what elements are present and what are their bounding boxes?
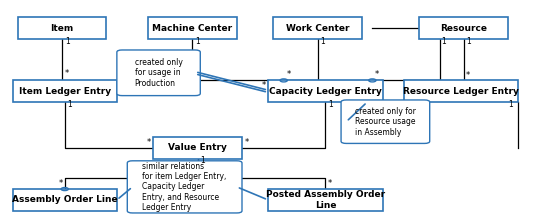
Text: *: *	[59, 179, 63, 188]
FancyBboxPatch shape	[148, 17, 237, 39]
FancyBboxPatch shape	[419, 17, 508, 39]
Text: 1: 1	[64, 37, 69, 46]
Text: *: *	[286, 70, 290, 79]
Text: *: *	[328, 179, 332, 188]
Text: 1: 1	[508, 100, 513, 109]
Text: *: *	[375, 70, 379, 79]
FancyBboxPatch shape	[403, 80, 518, 102]
FancyBboxPatch shape	[268, 80, 383, 102]
Text: 1: 1	[466, 37, 471, 46]
Text: Resource: Resource	[440, 24, 487, 33]
Text: *: *	[466, 71, 471, 80]
Text: Capacity Ledger Entry: Capacity Ledger Entry	[269, 87, 382, 96]
Text: Assembly Order Line: Assembly Order Line	[12, 195, 118, 204]
FancyBboxPatch shape	[117, 50, 200, 96]
Text: similar relations
for item Ledger Entry,
Capacity Ledger
Entry, and Resource
Led: similar relations for item Ledger Entry,…	[142, 162, 227, 212]
Text: *: *	[245, 138, 249, 147]
Text: Work Center: Work Center	[286, 24, 349, 33]
Text: 1: 1	[195, 37, 200, 46]
FancyBboxPatch shape	[341, 100, 430, 143]
Text: Item: Item	[51, 24, 74, 33]
FancyBboxPatch shape	[268, 189, 383, 211]
Text: 1: 1	[67, 100, 72, 109]
Text: 1: 1	[328, 100, 333, 109]
Text: created only for
Resource usage
in Assembly: created only for Resource usage in Assem…	[355, 107, 416, 137]
Text: 1: 1	[320, 37, 325, 46]
Text: Machine Center: Machine Center	[152, 24, 232, 33]
Text: 1: 1	[442, 37, 447, 46]
FancyBboxPatch shape	[18, 17, 107, 39]
FancyBboxPatch shape	[13, 189, 117, 211]
Text: created only
for usage in
Production: created only for usage in Production	[135, 58, 182, 88]
Text: Value Entry: Value Entry	[168, 143, 227, 152]
FancyBboxPatch shape	[127, 161, 242, 213]
Text: *: *	[262, 81, 266, 90]
Text: Resource Ledger Entry: Resource Ledger Entry	[403, 87, 519, 96]
Text: Item Ledger Entry: Item Ledger Entry	[19, 87, 111, 96]
FancyBboxPatch shape	[13, 80, 117, 102]
Text: *: *	[64, 69, 69, 78]
Text: 1: 1	[200, 156, 205, 165]
FancyBboxPatch shape	[273, 17, 362, 39]
FancyBboxPatch shape	[154, 137, 242, 159]
Text: Posted Assembly Order
Line: Posted Assembly Order Line	[266, 190, 385, 210]
Text: *: *	[147, 138, 151, 147]
